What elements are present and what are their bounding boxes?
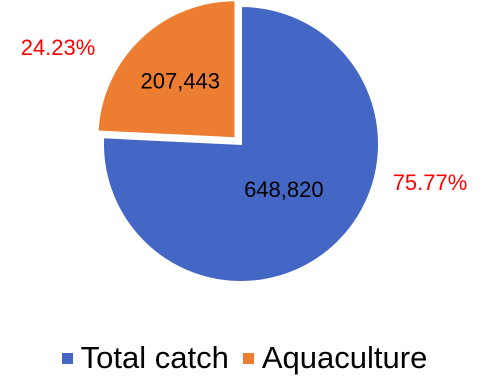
chart-legend: Total catch Aquaculture xyxy=(0,340,489,376)
pie-slice-total-catch xyxy=(102,4,380,283)
legend-swatch-total-catch xyxy=(61,352,73,364)
legend-swatch-aquaculture xyxy=(242,352,254,364)
percent-label-aquaculture: 24.23% xyxy=(21,35,96,60)
legend-label-total-catch: Total catch xyxy=(80,340,229,375)
legend-label-aquaculture: Aquaculture xyxy=(261,340,428,375)
percent-label-total-catch: 75.77% xyxy=(393,170,468,195)
pie-chart-plot: 648,820 207,443 75.77% 24.23% xyxy=(21,0,468,283)
legend-item-aquaculture: Aquaculture xyxy=(242,340,428,376)
value-label-aquaculture: 207,443 xyxy=(141,68,221,93)
value-label-total-catch: 648,820 xyxy=(244,177,324,202)
legend-item-total-catch: Total catch xyxy=(61,340,229,376)
pie-slice-aquaculture xyxy=(96,0,237,140)
